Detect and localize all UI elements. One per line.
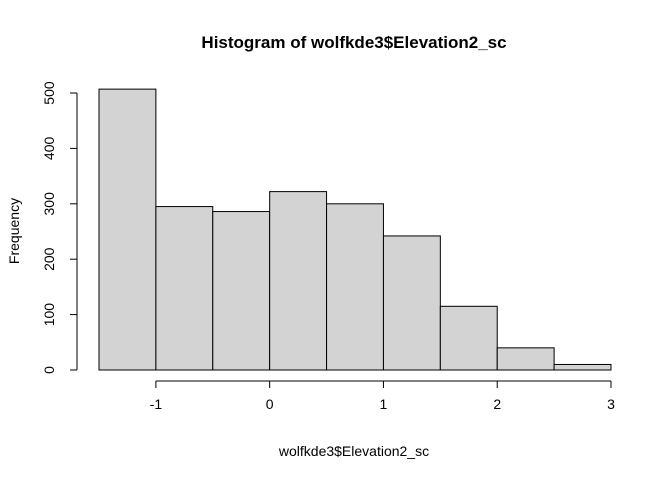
y-tick-label: 200 (41, 247, 57, 271)
histogram-bar (326, 203, 384, 371)
histogram-bar (439, 305, 498, 371)
y-tick-label: 300 (41, 192, 57, 216)
x-tick-label: 3 (607, 396, 615, 412)
histogram-bar (212, 211, 271, 371)
histogram-bar (98, 88, 157, 371)
x-axis: -1 0 1 2 3 (150, 380, 615, 412)
y-tick-label: 100 (41, 303, 57, 327)
bars-group (98, 88, 612, 371)
x-axis-label: wolfkde3$Elevation2_sc (278, 443, 429, 459)
y-tick-label: 500 (41, 81, 57, 105)
x-tick-label: -1 (150, 396, 163, 412)
y-axis-label: Frequency (6, 198, 22, 264)
chart-title: Histogram of wolfkde3$Elevation2_sc (201, 33, 506, 52)
x-tick-label: 2 (493, 396, 501, 412)
y-axis: 0 100 200 300 400 500 (41, 81, 78, 374)
histogram-bar (269, 191, 328, 371)
histogram-bar (553, 363, 612, 371)
histogram-bar (496, 347, 555, 371)
y-tick-label: 0 (41, 366, 57, 374)
histogram-bar (155, 206, 214, 371)
x-tick-label: 1 (380, 396, 388, 412)
x-tick-label: 0 (266, 396, 274, 412)
histogram-bar (382, 235, 441, 371)
y-tick-label: 400 (41, 137, 57, 161)
